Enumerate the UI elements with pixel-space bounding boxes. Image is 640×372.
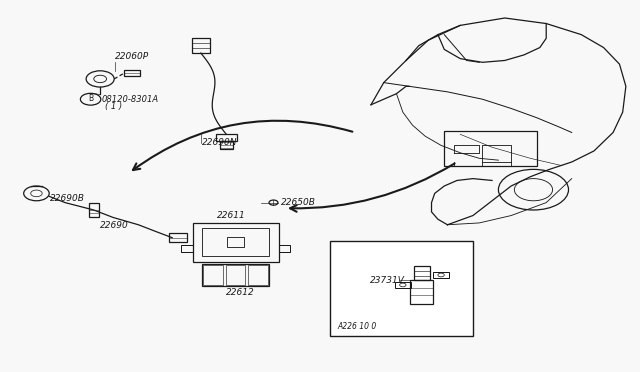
Bar	[202, 263, 269, 286]
Text: 22690N: 22690N	[202, 138, 237, 147]
Bar	[220, 141, 233, 149]
Text: 22611: 22611	[217, 211, 246, 220]
Bar	[204, 264, 223, 285]
Text: 08120-8301A: 08120-8301A	[102, 96, 159, 105]
Text: B: B	[88, 94, 93, 103]
Text: 22612: 22612	[226, 288, 255, 296]
Bar	[169, 233, 187, 242]
Bar	[181, 245, 193, 252]
Bar	[193, 223, 278, 262]
Bar	[330, 241, 473, 336]
Text: 23731V: 23731V	[370, 276, 404, 285]
Text: 22690B: 22690B	[50, 195, 84, 203]
Bar	[413, 266, 430, 280]
Bar	[226, 264, 246, 285]
Bar	[216, 134, 237, 141]
Bar	[410, 280, 433, 304]
Bar	[248, 264, 268, 285]
Bar	[444, 131, 537, 166]
Bar	[395, 282, 411, 288]
Bar	[124, 70, 140, 76]
Bar	[192, 38, 210, 53]
Text: 22650B: 22650B	[281, 198, 316, 207]
Bar	[202, 228, 269, 256]
Text: ( 1 ): ( 1 )	[104, 103, 122, 112]
Text: A226 10 0: A226 10 0	[337, 322, 376, 331]
Bar	[227, 237, 244, 247]
Text: 22060P: 22060P	[115, 52, 149, 61]
Bar	[433, 272, 449, 278]
Bar	[89, 203, 99, 217]
Bar	[278, 245, 290, 252]
Text: 22690: 22690	[100, 221, 129, 230]
